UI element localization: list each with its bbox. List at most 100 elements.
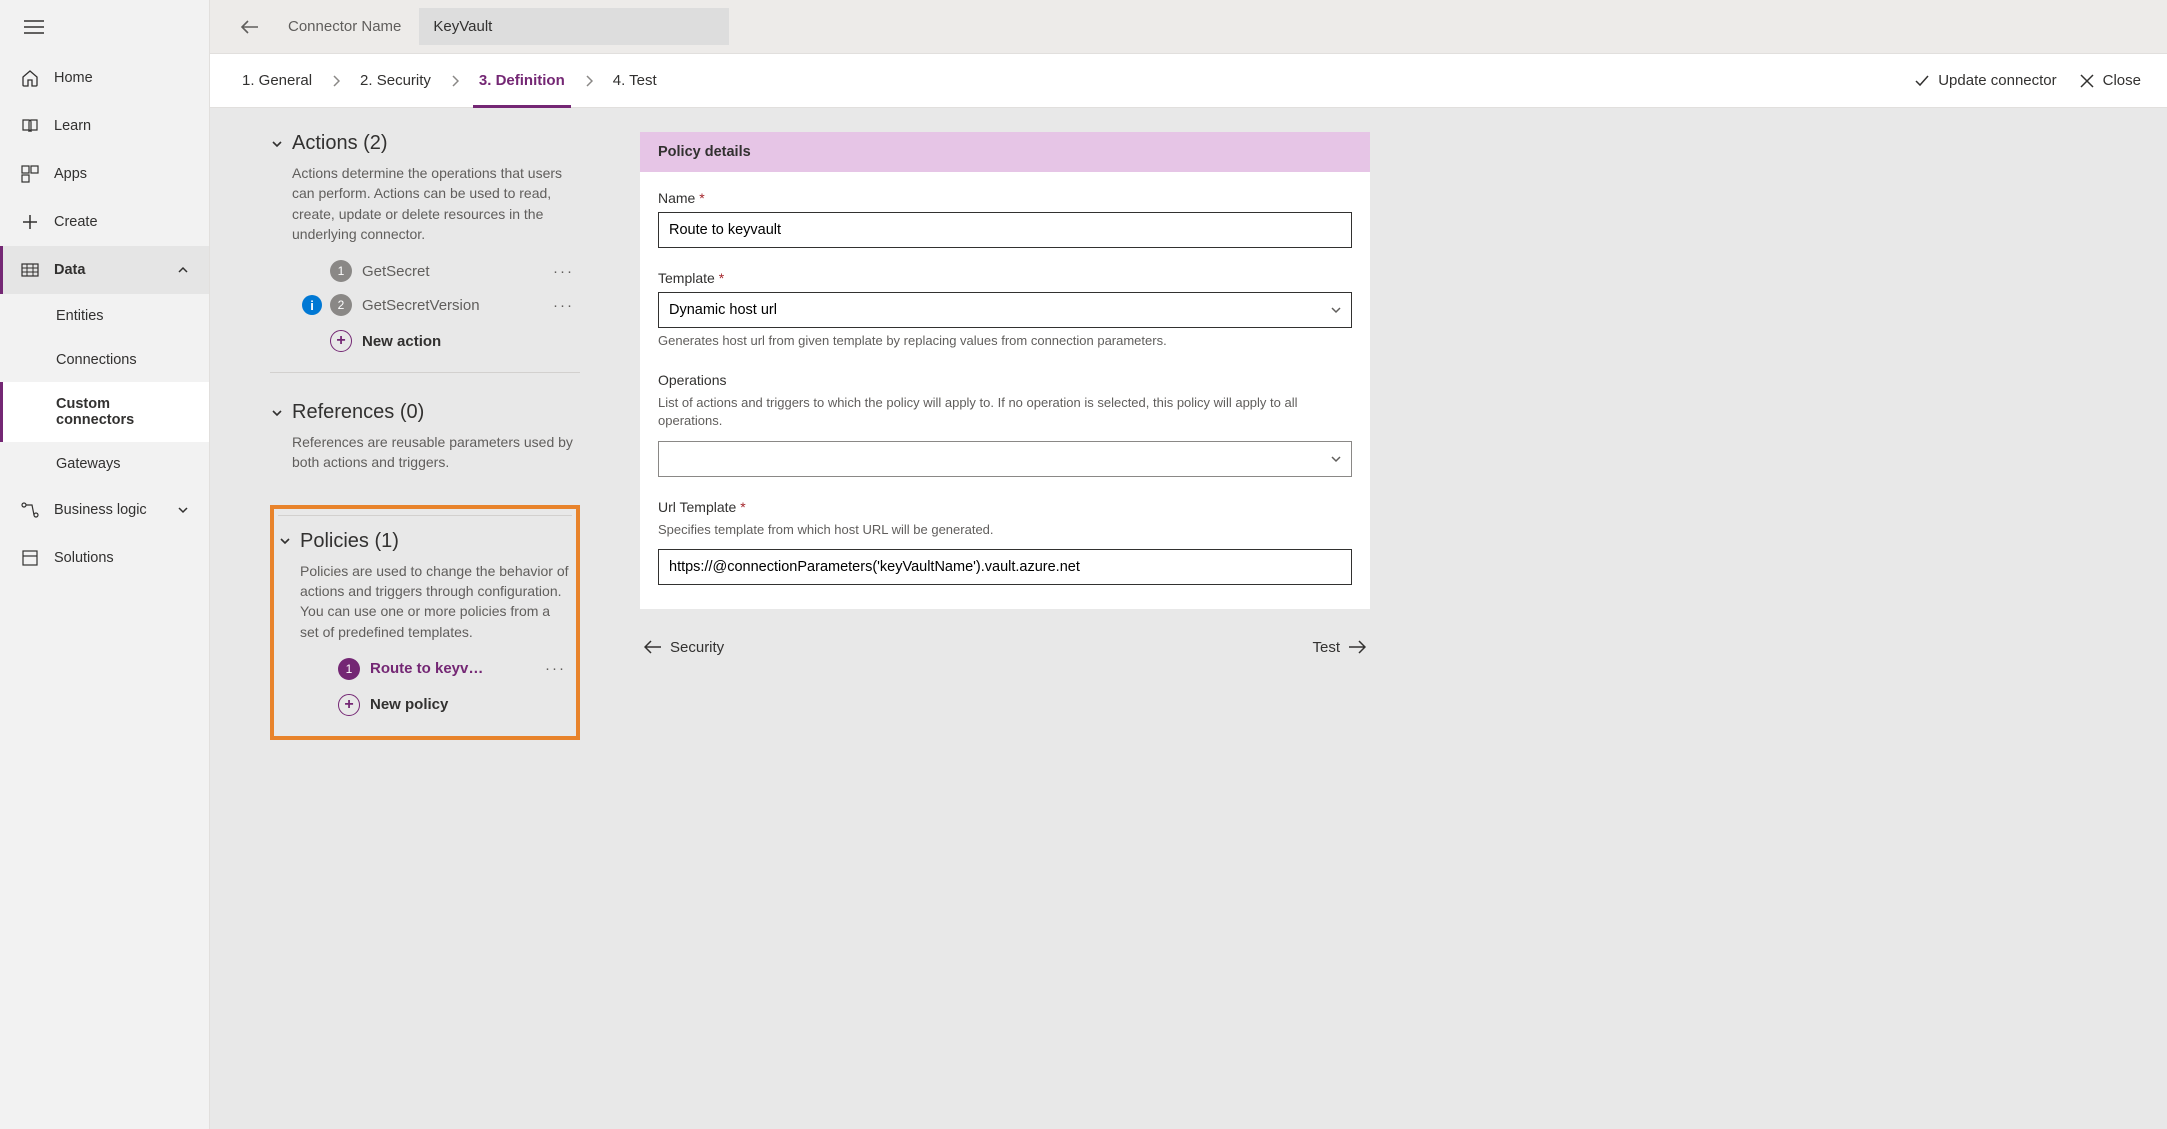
- step-general[interactable]: 1. General: [236, 54, 318, 107]
- sidebar-item-business-logic[interactable]: Business logic: [0, 486, 209, 534]
- sidebar-item-label: Data: [54, 262, 85, 278]
- more-button[interactable]: ···: [547, 263, 580, 280]
- action-item[interactable]: 1 GetSecret ···: [270, 254, 580, 288]
- steps-bar: 1. General 2. Security 3. Definition 4. …: [210, 54, 2167, 108]
- section-title: Actions (2): [292, 132, 388, 155]
- new-action-button[interactable]: + New action: [270, 322, 580, 360]
- references-description: References are reusable parameters used …: [270, 432, 580, 473]
- step-definition[interactable]: 3. Definition: [473, 54, 571, 107]
- sidebar: Home Learn Apps Create Da: [0, 0, 210, 1129]
- prev-step-label: Security: [670, 639, 724, 656]
- more-button[interactable]: ···: [539, 660, 572, 677]
- sidebar-sub-custom-connectors[interactable]: Custom connectors: [0, 382, 209, 442]
- home-icon: [20, 68, 40, 88]
- url-template-input[interactable]: [658, 549, 1352, 585]
- section-title: References (0): [292, 401, 424, 424]
- steps-commands: Update connector Close: [1914, 72, 2141, 89]
- references-header[interactable]: References (0): [270, 401, 580, 424]
- policy-detail-card: Policy details Name * Template *: [640, 132, 1370, 609]
- plus-icon: [20, 212, 40, 232]
- policy-detail-panel: Policy details Name * Template *: [640, 132, 1370, 1105]
- template-select[interactable]: [658, 292, 1352, 328]
- policy-item[interactable]: 1 Route to keyv… ···: [278, 652, 572, 686]
- topbar: Connector Name: [210, 0, 2167, 54]
- hamburger-button[interactable]: [0, 10, 209, 54]
- url-template-help: Specifies template from which host URL w…: [658, 521, 1352, 539]
- book-icon: [20, 116, 40, 136]
- data-icon: [20, 260, 40, 280]
- operations-select[interactable]: [658, 441, 1352, 477]
- sidebar-sub-label: Entities: [56, 308, 104, 324]
- next-step-label: Test: [1312, 639, 1340, 656]
- close-button[interactable]: Close: [2079, 72, 2141, 89]
- sidebar-item-apps[interactable]: Apps: [0, 150, 209, 198]
- sidebar-item-label: Learn: [54, 118, 91, 134]
- plus-circle-icon: +: [330, 330, 352, 352]
- template-select-value[interactable]: [658, 292, 1352, 328]
- steps-list: 1. General 2. Security 3. Definition 4. …: [236, 54, 663, 107]
- prev-step-link[interactable]: Security: [644, 639, 724, 656]
- policies-section: Policies (1) Policies are used to change…: [278, 515, 572, 730]
- chevron-down-icon: [177, 504, 189, 516]
- action-label: GetSecret: [362, 263, 430, 280]
- url-template-field: Url Template * Specifies template from w…: [658, 499, 1352, 585]
- connector-name-input[interactable]: [419, 8, 729, 45]
- actions-description: Actions determine the operations that us…: [270, 163, 580, 244]
- name-input[interactable]: [658, 212, 1352, 248]
- new-policy-button[interactable]: + New policy: [278, 686, 572, 724]
- more-button[interactable]: ···: [547, 297, 580, 314]
- required-mark: *: [719, 270, 724, 286]
- sidebar-item-home[interactable]: Home: [0, 54, 209, 102]
- next-step-link[interactable]: Test: [1312, 639, 1366, 656]
- arrow-left-icon: [644, 640, 662, 654]
- policy-label: Route to keyv…: [370, 660, 483, 677]
- step-test[interactable]: 4. Test: [607, 54, 663, 107]
- sidebar-sub-label: Gateways: [56, 456, 120, 472]
- sidebar-item-create[interactable]: Create: [0, 198, 209, 246]
- new-action-label: New action: [362, 333, 441, 350]
- sidebar-item-solutions[interactable]: Solutions: [0, 534, 209, 582]
- close-icon: [2079, 73, 2095, 89]
- check-icon: [1914, 73, 1930, 89]
- sidebar-item-data[interactable]: Data: [0, 246, 209, 294]
- sidebar-item-label: Solutions: [54, 550, 114, 566]
- step-security[interactable]: 2. Security: [354, 54, 437, 107]
- template-help: Generates host url from given template b…: [658, 332, 1352, 350]
- sidebar-item-label: Home: [54, 70, 93, 86]
- operations-label: Operations: [658, 372, 1352, 388]
- action-label: GetSecretVersion: [362, 297, 480, 314]
- step-nav-footer: Security Test: [640, 609, 1370, 666]
- step-separator: [318, 75, 354, 87]
- required-mark: *: [699, 190, 704, 206]
- arrow-left-icon: [240, 19, 260, 35]
- policy-detail-body: Name * Template * Generates host url fro…: [640, 172, 1370, 609]
- info-icon: i: [302, 295, 322, 315]
- back-button[interactable]: [230, 13, 270, 41]
- sidebar-item-label: Apps: [54, 166, 87, 182]
- apps-icon: [20, 164, 40, 184]
- sidebar-item-learn[interactable]: Learn: [0, 102, 209, 150]
- name-field: Name *: [658, 190, 1352, 248]
- sidebar-sub-connections[interactable]: Connections: [0, 338, 209, 382]
- sidebar-sub-entities[interactable]: Entities: [0, 294, 209, 338]
- sidebar-data-subnav: Entities Connections Custom connectors G…: [0, 294, 209, 486]
- actions-section: Actions (2) Actions determine the operat…: [270, 132, 580, 379]
- sidebar-sub-label: Connections: [56, 352, 137, 368]
- sidebar-sub-gateways[interactable]: Gateways: [0, 442, 209, 486]
- url-template-label: Url Template *: [658, 499, 1352, 515]
- policy-detail-header: Policy details: [640, 132, 1370, 172]
- policies-header[interactable]: Policies (1): [278, 530, 572, 553]
- operations-select-value[interactable]: [658, 441, 1352, 477]
- plus-circle-icon: +: [338, 694, 360, 716]
- cmd-label: Close: [2103, 72, 2141, 89]
- action-item[interactable]: i 2 GetSecretVersion ···: [270, 288, 580, 322]
- actions-header[interactable]: Actions (2): [270, 132, 580, 155]
- sidebar-item-label: Create: [54, 214, 98, 230]
- update-connector-button[interactable]: Update connector: [1914, 72, 2056, 89]
- policies-highlight: Policies (1) Policies are used to change…: [270, 505, 580, 740]
- name-label: Name *: [658, 190, 1352, 206]
- solutions-icon: [20, 548, 40, 568]
- sidebar-sub-label: Custom connectors: [56, 396, 189, 428]
- main-area: Connector Name 1. General 2. Security 3.…: [210, 0, 2167, 1129]
- cmd-label: Update connector: [1938, 72, 2056, 89]
